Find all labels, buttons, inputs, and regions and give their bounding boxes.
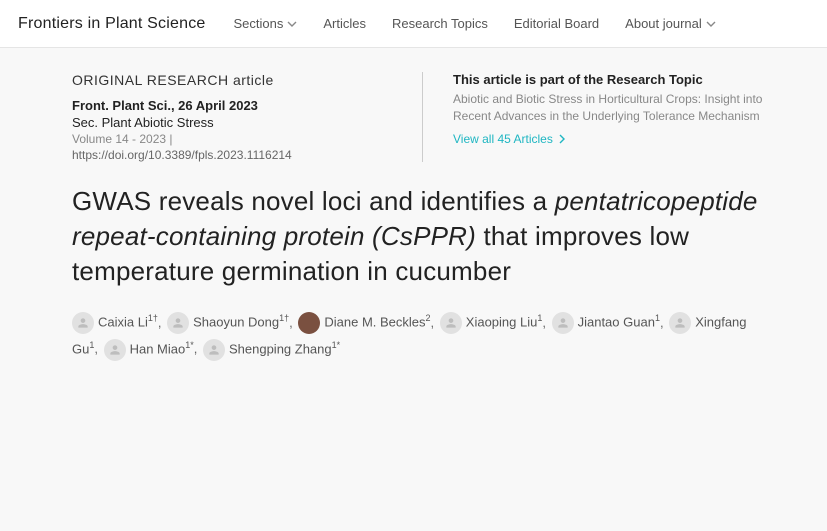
author-name[interactable]: Diane M. Beckles [324, 315, 425, 330]
research-topic-box: This article is part of the Research Top… [422, 72, 787, 162]
author-avatar[interactable] [440, 312, 462, 334]
author-affiliation: 1† [148, 313, 158, 323]
author-name[interactable]: Han Miao [130, 341, 186, 356]
article-type: ORIGINAL RESEARCH article [72, 72, 382, 88]
author-avatar[interactable] [203, 339, 225, 361]
nav-articles-label: Articles [323, 16, 366, 31]
author-avatar[interactable] [167, 312, 189, 334]
article-meta-left: ORIGINAL RESEARCH article Front. Plant S… [72, 72, 382, 162]
doi-link[interactable]: https://doi.org/10.3389/fpls.2023.111621… [72, 148, 382, 162]
chevron-right-icon [557, 134, 567, 144]
nav-sections-label: Sections [234, 16, 284, 31]
article-title: GWAS reveals novel loci and identifies a… [72, 184, 762, 289]
journal-date-line: Front. Plant Sci., 26 April 2023 [72, 98, 382, 113]
author-separator: , [289, 315, 296, 330]
article-content: ORIGINAL RESEARCH article Front. Plant S… [0, 48, 827, 362]
view-all-articles-link[interactable]: View all 45 Articles [453, 132, 787, 146]
author-name[interactable]: Shengping Zhang [229, 341, 332, 356]
author-separator: , [158, 315, 165, 330]
nav-about-label: About journal [625, 16, 702, 31]
author-affiliation: 1* [185, 340, 194, 350]
view-all-label: View all 45 Articles [453, 132, 553, 146]
nav-topics-label: Research Topics [392, 16, 488, 31]
author-affiliation: 1* [332, 340, 341, 350]
nav-editorial-label: Editorial Board [514, 16, 599, 31]
author-avatar[interactable] [552, 312, 574, 334]
author-avatar[interactable] [104, 339, 126, 361]
chevron-down-icon [706, 19, 716, 29]
top-navigation: Frontiers in Plant Science Sections Arti… [0, 0, 827, 48]
author-affiliation: 2 [426, 313, 431, 323]
author-separator: , [94, 341, 101, 356]
author-separator: , [194, 341, 201, 356]
author-separator: , [660, 315, 667, 330]
author-avatar[interactable] [298, 312, 320, 334]
article-meta-row: ORIGINAL RESEARCH article Front. Plant S… [72, 72, 787, 162]
nav-menu: Sections Articles Research Topics Editor… [234, 16, 716, 31]
nav-about[interactable]: About journal [625, 16, 716, 31]
research-topic-heading: This article is part of the Research Top… [453, 72, 787, 87]
title-part-1: GWAS reveals novel loci and identifies a [72, 186, 555, 216]
nav-topics[interactable]: Research Topics [392, 16, 488, 31]
nav-articles[interactable]: Articles [323, 16, 366, 31]
author-avatar[interactable] [72, 312, 94, 334]
nav-sections[interactable]: Sections [234, 16, 298, 31]
author-name[interactable]: Shaoyun Dong [193, 315, 279, 330]
chevron-down-icon [287, 19, 297, 29]
author-name[interactable]: Jiantao Guan [578, 315, 655, 330]
author-avatar[interactable] [669, 312, 691, 334]
author-name[interactable]: Xiaoping Liu [466, 315, 538, 330]
author-separator: , [431, 315, 438, 330]
author-affiliation: 1† [279, 313, 289, 323]
nav-editorial[interactable]: Editorial Board [514, 16, 599, 31]
section-line: Sec. Plant Abiotic Stress [72, 115, 382, 130]
author-name[interactable]: Caixia Li [98, 315, 148, 330]
research-topic-body[interactable]: Abiotic and Biotic Stress in Horticultur… [453, 91, 787, 126]
volume-line: Volume 14 - 2023 | [72, 132, 382, 146]
journal-brand[interactable]: Frontiers in Plant Science [18, 15, 206, 33]
author-separator: , [542, 315, 549, 330]
author-list: Caixia Li1†, Shaoyun Dong1†, Diane M. Be… [72, 309, 772, 362]
